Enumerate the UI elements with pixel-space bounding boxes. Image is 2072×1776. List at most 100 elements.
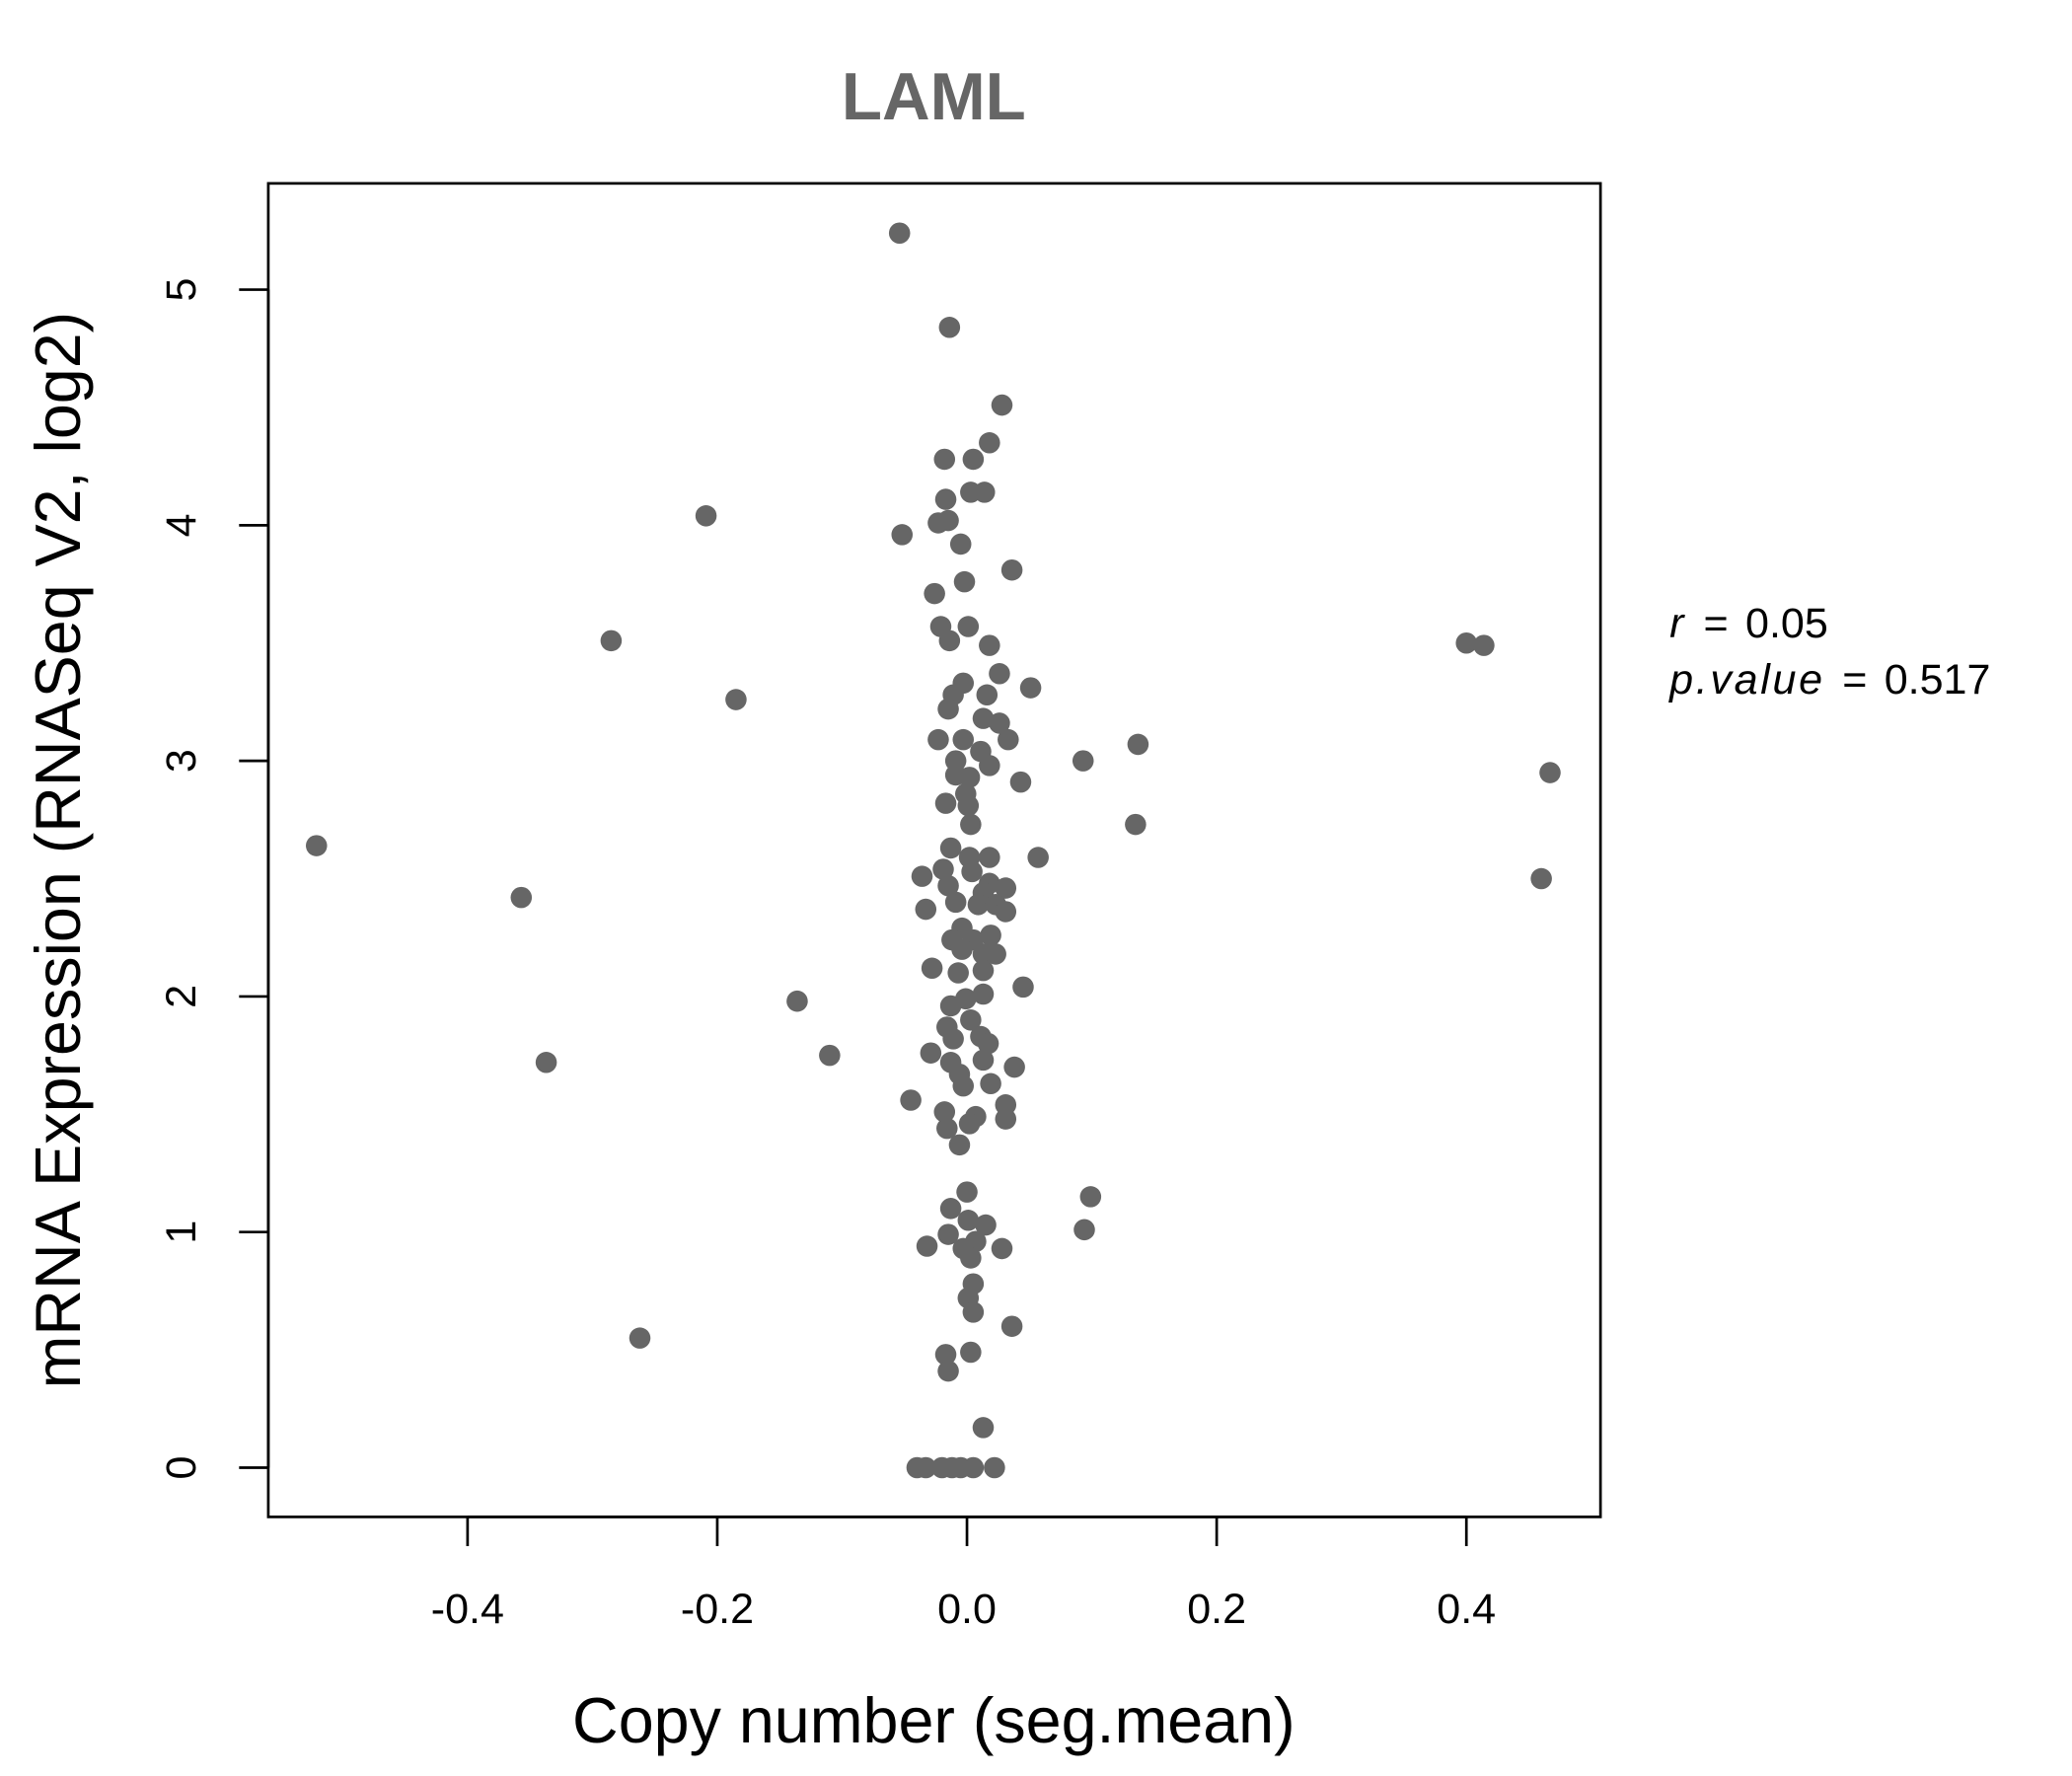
p-eq: =	[1842, 656, 1867, 703]
data-point	[951, 938, 973, 960]
data-point	[305, 835, 328, 856]
data-point	[1127, 733, 1149, 756]
data-point	[937, 874, 959, 897]
data-point	[972, 707, 995, 729]
data-point	[891, 524, 914, 546]
data-point	[991, 394, 1013, 416]
data-point	[927, 728, 949, 751]
data-point	[984, 1456, 1005, 1479]
data-point	[933, 1101, 956, 1123]
data-point	[934, 792, 957, 814]
data-point	[979, 755, 1000, 777]
data-point	[900, 1089, 922, 1111]
data-point	[911, 865, 933, 887]
data-point	[888, 222, 911, 245]
r-label: r	[1669, 600, 1685, 647]
pvalue-annotation: p.value = 0.517	[1667, 656, 1990, 703]
x-tick-label: 0.4	[1437, 1586, 1496, 1633]
data-point	[953, 570, 976, 593]
data-point	[786, 990, 808, 1012]
p-label: p.value	[1667, 656, 1825, 703]
data-point	[962, 1301, 985, 1323]
y-axis-label: mRNA Expression (RNASeq V2, log2)	[23, 312, 94, 1389]
data-point	[936, 1117, 958, 1140]
data-point	[725, 689, 747, 710]
data-point	[937, 1360, 959, 1382]
data-point	[934, 1344, 957, 1366]
y-tick-label: 0	[158, 1456, 205, 1480]
data-point	[972, 983, 995, 1005]
data-point	[510, 886, 533, 909]
data-point	[998, 728, 1019, 751]
y-tick-label: 2	[158, 985, 205, 1008]
data-point	[980, 925, 1001, 946]
y-tick-label: 4	[158, 513, 205, 537]
data-point	[933, 448, 956, 471]
data-point	[995, 1108, 1017, 1130]
data-point	[937, 509, 959, 532]
r-value: 0.05	[1745, 600, 1828, 647]
data-point	[1072, 750, 1094, 772]
r-eq: =	[1704, 600, 1729, 647]
data-point	[1079, 1186, 1102, 1208]
data-point	[938, 629, 961, 652]
data-point	[952, 1074, 975, 1097]
data-point	[948, 1134, 971, 1156]
data-point	[915, 1456, 937, 1479]
data-point	[989, 712, 1010, 734]
data-point	[942, 1028, 964, 1050]
data-point	[1073, 1219, 1095, 1241]
data-point	[920, 1042, 942, 1065]
x-tick-label: 0.2	[1187, 1586, 1246, 1633]
data-point	[979, 634, 1000, 656]
y-tick-label: 3	[158, 749, 205, 773]
data-point	[958, 1113, 981, 1135]
data-point	[1009, 771, 1032, 793]
data-point	[915, 898, 937, 921]
data-point	[1539, 762, 1561, 783]
data-point	[960, 813, 982, 836]
x-axis: -0.4 -0.2 0.0 0.2 0.4	[431, 1516, 1496, 1633]
data-point	[995, 877, 1017, 899]
y-tick-label: 1	[158, 1221, 205, 1244]
data-point	[1455, 631, 1477, 654]
data-point	[600, 629, 623, 652]
data-point	[934, 488, 957, 510]
data-point	[975, 1214, 997, 1236]
data-point	[960, 1009, 982, 1031]
data-point	[1473, 634, 1495, 656]
y-tick-label: 5	[158, 278, 205, 302]
data-point	[962, 1456, 985, 1479]
data-point	[956, 1181, 978, 1203]
plot-frame	[266, 182, 1602, 1518]
x-tick-label: -0.4	[431, 1586, 504, 1633]
data-point	[695, 505, 717, 527]
data-point	[972, 959, 995, 982]
data-point	[977, 1032, 999, 1055]
data-point	[939, 1198, 962, 1220]
data-point	[976, 684, 999, 706]
data-point	[1027, 847, 1049, 868]
data-point	[1019, 677, 1042, 699]
data-point	[1125, 813, 1147, 836]
data-point	[944, 891, 967, 914]
data-point	[924, 582, 945, 605]
data-point	[1012, 976, 1034, 999]
data-point	[939, 995, 962, 1017]
data-point	[960, 1247, 982, 1269]
data-point	[939, 837, 962, 859]
data-point	[932, 858, 954, 880]
data-point	[991, 1237, 1013, 1260]
data-point	[995, 901, 1017, 923]
data-point	[960, 481, 982, 503]
data-point	[1000, 558, 1023, 581]
data-point	[985, 943, 1006, 965]
p-value: 0.517	[1885, 656, 1991, 703]
data-point	[961, 860, 983, 883]
data-point	[947, 962, 969, 984]
data-point	[958, 767, 981, 788]
data-point	[916, 1235, 938, 1257]
data-point	[1000, 1315, 1023, 1337]
data-point	[967, 894, 990, 916]
